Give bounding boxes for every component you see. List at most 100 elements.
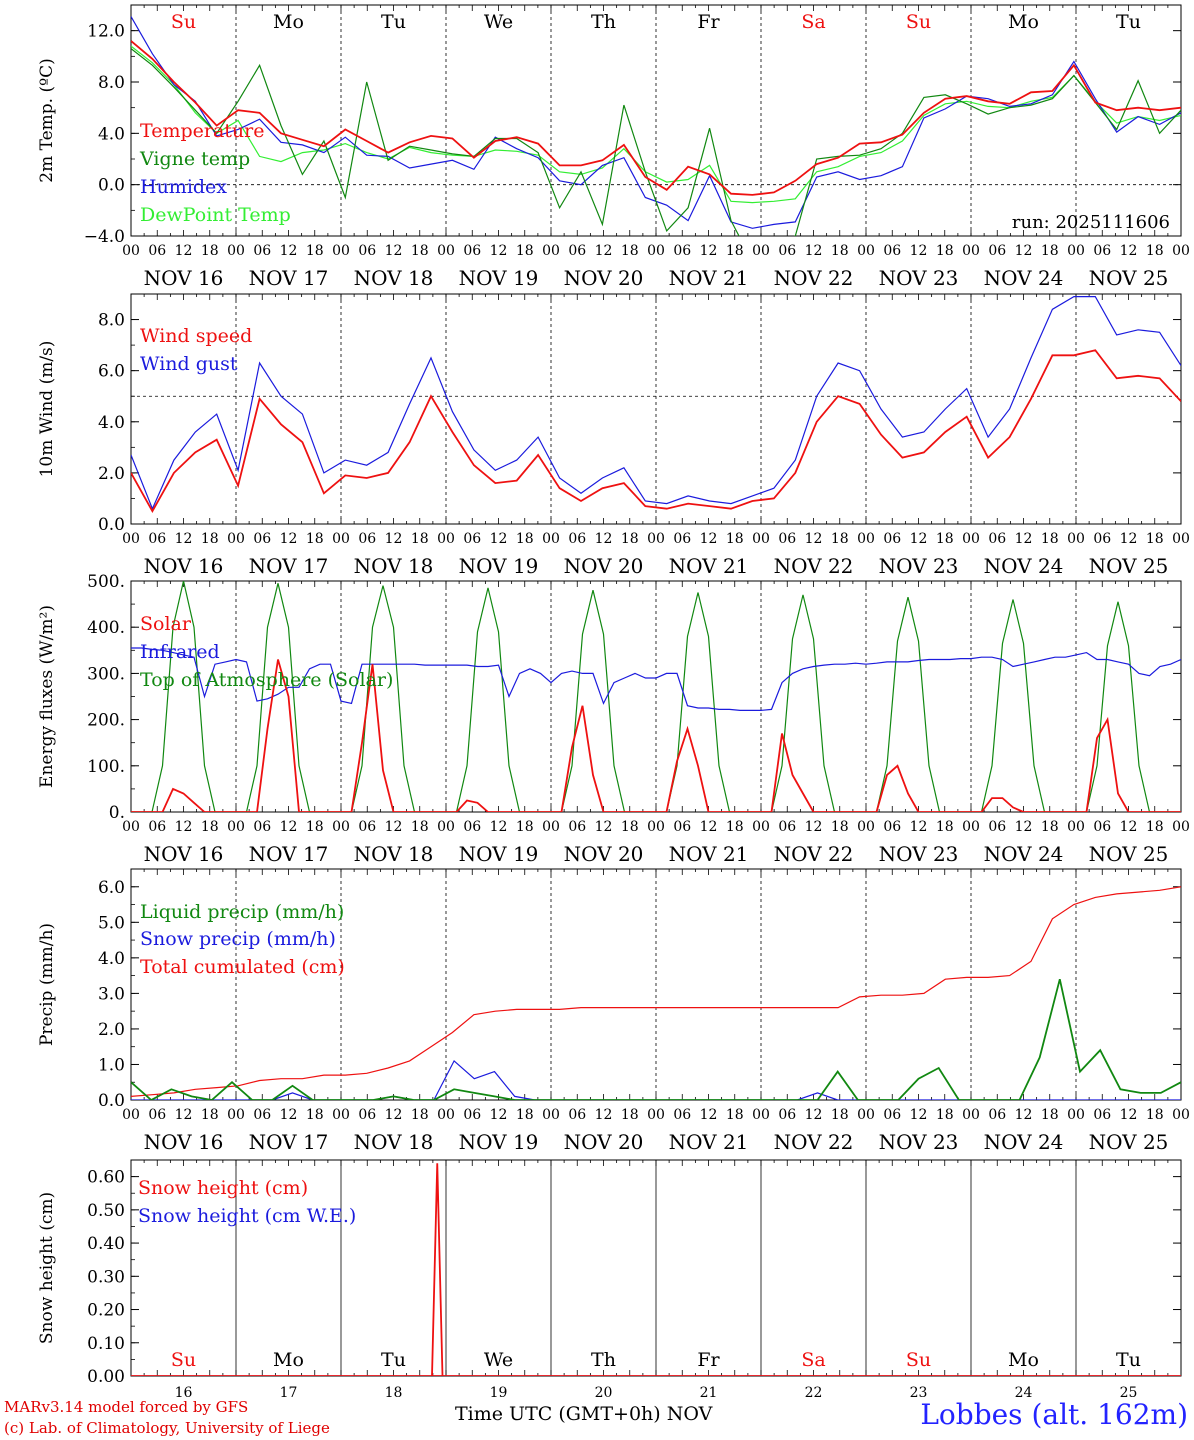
hour-tick-label: 06 xyxy=(778,531,796,547)
hour-tick-label: 12 xyxy=(595,531,613,547)
x-axis-title-text: Time UTC (GMT+0h) xyxy=(455,1403,661,1425)
weekday-label: Mo xyxy=(273,11,304,33)
hour-tick-label: 06 xyxy=(463,243,481,259)
hour-tick-label: 12 xyxy=(595,1107,613,1123)
date-label: NOV 22 xyxy=(774,842,854,866)
hour-tick-label: 12 xyxy=(805,1107,823,1123)
hour-tick-label: 12 xyxy=(385,819,403,835)
hour-tick-label: 06 xyxy=(1093,1107,1111,1123)
hour-tick-label: 12 xyxy=(700,819,718,835)
date-label: NOV 22 xyxy=(774,266,854,290)
hour-tick-label: 00 xyxy=(227,819,245,835)
hour-tick-label: 18 xyxy=(726,531,744,547)
hour-tick-label: 00 xyxy=(962,531,980,547)
panel-3-ytick-label: 3.0 xyxy=(98,984,125,1004)
hour-tick-label: 00 xyxy=(122,1107,140,1123)
legend-top-of-atmosphere-solar-: Top of Atmosphere (Solar) xyxy=(140,669,393,691)
hour-tick-label: 00 xyxy=(1172,243,1190,259)
day-number-label: 19 xyxy=(490,1385,508,1400)
hour-tick-label: 00 xyxy=(962,819,980,835)
series-snow-height-spike xyxy=(431,1163,444,1377)
panel-2-ylabel: Energy fluxes (W/m²) xyxy=(37,605,57,788)
hour-tick-label: 12 xyxy=(805,531,823,547)
hour-tick-label: 00 xyxy=(122,531,140,547)
hour-tick-label: 00 xyxy=(752,531,770,547)
series-wind-gust xyxy=(131,296,1181,511)
hour-tick-label: 00 xyxy=(542,243,560,259)
hour-tick-label: 12 xyxy=(700,243,718,259)
hour-tick-label: 18 xyxy=(201,1107,219,1123)
hour-tick-label: 12 xyxy=(1015,1107,1033,1123)
date-label: NOV 19 xyxy=(459,266,539,290)
hour-tick-label: 12 xyxy=(1120,243,1138,259)
legend-snow-height-cm-w-e-: Snow height (cm W.E.) xyxy=(138,1205,356,1227)
hour-tick-label: 06 xyxy=(778,819,796,835)
day-number-label: 18 xyxy=(385,1385,403,1400)
x-axis-title-month: NOV xyxy=(666,1403,713,1425)
hour-tick-label: 00 xyxy=(752,819,770,835)
panel-2-ytick-label: 200. xyxy=(87,711,125,731)
date-label: NOV 21 xyxy=(669,554,749,578)
hour-tick-label: 06 xyxy=(568,819,586,835)
day-number-label: 16 xyxy=(175,1385,193,1400)
hour-tick-label: 06 xyxy=(568,243,586,259)
weekday-label: Th xyxy=(591,11,616,33)
hour-tick-label: 18 xyxy=(831,243,849,259)
hour-tick-label: 12 xyxy=(910,243,928,259)
hour-tick-label: 06 xyxy=(253,243,271,259)
hour-tick-label: 18 xyxy=(831,819,849,835)
date-label: NOV 18 xyxy=(354,842,434,866)
date-label: NOV 17 xyxy=(249,266,329,290)
panel-1-ytick-label: 6.0 xyxy=(98,362,125,382)
weekday-label-bottom: Su xyxy=(171,1349,196,1371)
panel-2-ytick-label: 500. xyxy=(87,572,125,592)
hour-tick-label: 00 xyxy=(1172,1107,1190,1123)
series-liquid-precip-mm-h- xyxy=(131,978,1181,1100)
date-label: NOV 25 xyxy=(1089,842,1169,866)
weekday-label-bottom: Su xyxy=(906,1349,931,1371)
hour-tick-label: 06 xyxy=(568,1107,586,1123)
hour-tick-label: 06 xyxy=(148,243,166,259)
panel-1-ytick-label: 2.0 xyxy=(98,464,125,484)
hour-tick-label: 18 xyxy=(1146,1107,1164,1123)
x-axis-title: Time UTC (GMT+0h) NOV xyxy=(455,1403,712,1425)
date-label: NOV 16 xyxy=(144,554,224,578)
hour-tick-label: 12 xyxy=(700,1107,718,1123)
credit-model: MARv3.14 model forced by GFS xyxy=(4,1398,249,1416)
date-label: NOV 24 xyxy=(984,842,1064,866)
hour-tick-label: 00 xyxy=(1067,819,1085,835)
hour-tick-label: 06 xyxy=(673,819,691,835)
hour-tick-label: 12 xyxy=(805,243,823,259)
hour-tick-label: 12 xyxy=(1120,1107,1138,1123)
day-number-label: 23 xyxy=(910,1385,928,1400)
hour-tick-label: 18 xyxy=(936,243,954,259)
hour-tick-label: 12 xyxy=(1015,243,1033,259)
panel-4-ytick-label: 0.40 xyxy=(87,1234,125,1254)
date-label: NOV 16 xyxy=(144,1130,224,1154)
legend-wind-speed: Wind speed xyxy=(140,325,252,347)
date-label: NOV 24 xyxy=(984,266,1064,290)
hour-tick-label: 18 xyxy=(1146,243,1164,259)
hour-tick-label: 18 xyxy=(1146,819,1164,835)
hour-tick-label: 06 xyxy=(463,531,481,547)
hour-tick-label: 00 xyxy=(647,243,665,259)
date-label: NOV 20 xyxy=(564,842,644,866)
hour-tick-label: 06 xyxy=(253,819,271,835)
hour-tick-label: 12 xyxy=(910,1107,928,1123)
date-label: NOV 17 xyxy=(249,554,329,578)
date-label: NOV 19 xyxy=(459,842,539,866)
hour-tick-label: 12 xyxy=(910,531,928,547)
hour-tick-label: 00 xyxy=(962,1107,980,1123)
hour-tick-label: 18 xyxy=(411,531,429,547)
hour-tick-label: 06 xyxy=(778,243,796,259)
hour-tick-label: 18 xyxy=(1041,1107,1059,1123)
run-annotation: run: 2025111606 xyxy=(1012,212,1170,233)
weekday-label-bottom: Mo xyxy=(1008,1349,1039,1371)
weekday-label-bottom: Th xyxy=(591,1349,616,1371)
date-label: NOV 16 xyxy=(144,842,224,866)
series-vigne-temp xyxy=(131,48,1181,236)
hour-tick-label: 12 xyxy=(490,819,508,835)
date-label: NOV 22 xyxy=(774,1130,854,1154)
hour-tick-label: 00 xyxy=(857,531,875,547)
hour-tick-label: 18 xyxy=(1146,531,1164,547)
